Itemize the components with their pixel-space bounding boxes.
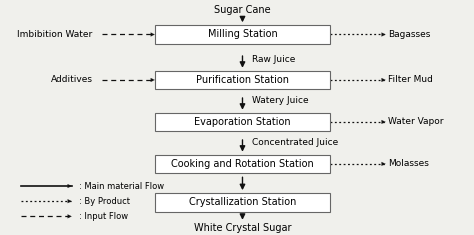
Text: Evaporation Station: Evaporation Station — [194, 117, 291, 127]
Text: Additives: Additives — [50, 75, 92, 84]
FancyBboxPatch shape — [155, 25, 330, 44]
Text: Crystallization Station: Crystallization Station — [189, 197, 296, 207]
Text: : Input Flow: : Input Flow — [79, 212, 128, 221]
Text: Filter Mud: Filter Mud — [388, 75, 433, 84]
Text: Milling Station: Milling Station — [208, 30, 277, 39]
Text: Bagasses: Bagasses — [388, 30, 430, 39]
FancyBboxPatch shape — [155, 155, 330, 173]
Text: Raw Juice: Raw Juice — [252, 55, 295, 64]
Text: Sugar Cane: Sugar Cane — [214, 5, 271, 15]
Text: Cooking and Rotation Station: Cooking and Rotation Station — [171, 159, 314, 169]
FancyBboxPatch shape — [155, 113, 330, 131]
Text: Water Vapor: Water Vapor — [388, 118, 443, 126]
Text: Watery Juice: Watery Juice — [252, 96, 309, 106]
FancyBboxPatch shape — [155, 71, 330, 89]
Text: Purification Station: Purification Station — [196, 75, 289, 85]
Text: White Crystal Sugar: White Crystal Sugar — [194, 223, 291, 233]
Text: Concentrated Juice: Concentrated Juice — [252, 138, 338, 147]
Text: Molasses: Molasses — [388, 159, 429, 168]
Text: : Main material Flow: : Main material Flow — [79, 181, 164, 191]
Text: Imbibition Water: Imbibition Water — [17, 30, 92, 39]
Text: : By Product: : By Product — [79, 197, 129, 206]
FancyBboxPatch shape — [155, 193, 330, 212]
